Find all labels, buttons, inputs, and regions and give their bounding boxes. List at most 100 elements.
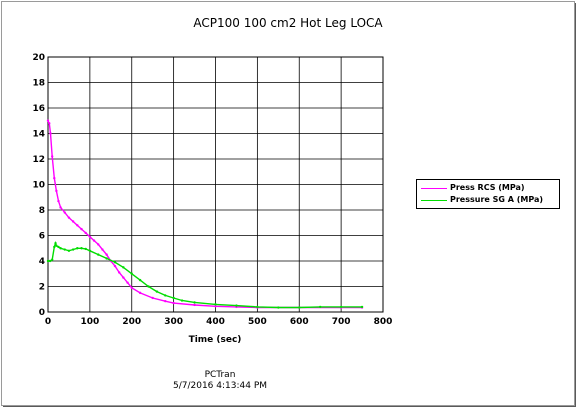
series-1-point <box>48 259 52 263</box>
x-tick-label: 0 <box>45 317 51 327</box>
series-1-point <box>53 245 56 249</box>
series-group <box>46 119 364 309</box>
footer-timestamp: 5/7/2016 4:13:44 PM <box>172 381 268 391</box>
series-0-point <box>97 243 100 246</box>
series-0-point <box>117 271 121 274</box>
series-line-0 <box>47 120 363 309</box>
series-0-point <box>80 227 83 231</box>
series-0-point <box>59 206 62 209</box>
series-1-point <box>97 253 100 256</box>
series-1-point <box>172 296 175 300</box>
series-0-point <box>172 301 175 305</box>
x-tick-label: 200 <box>122 317 141 327</box>
x-tick-label: 300 <box>164 317 183 327</box>
y-tick-label: 14 <box>32 130 45 140</box>
series-1-point <box>71 248 75 251</box>
series-1-point <box>180 299 184 302</box>
series-1-point <box>55 244 58 247</box>
legend: Press RCS (MPa) Pressure SG A (MPa) <box>416 179 560 209</box>
y-tick-label: 6 <box>39 232 45 242</box>
series-0-point <box>92 239 96 242</box>
series-0-point <box>49 132 52 135</box>
series-0-point <box>63 211 66 214</box>
series-1-point <box>59 247 62 250</box>
series-1-point <box>193 301 196 304</box>
series-1-point <box>122 266 125 269</box>
series-1-point <box>50 258 54 261</box>
series-0-point <box>46 119 50 122</box>
y-tick-label: 10 <box>32 181 45 191</box>
series-0-point <box>84 231 87 235</box>
y-tick-label: 2 <box>39 283 45 293</box>
series-1-point <box>46 259 50 263</box>
series-0-point <box>122 276 125 279</box>
series-1-point <box>80 247 83 250</box>
series-0-point <box>88 235 92 238</box>
legend-swatch-rcs <box>421 188 447 189</box>
series-1-point <box>105 257 108 260</box>
series-1-point <box>214 303 217 306</box>
series-0-point <box>101 248 104 251</box>
x-axis-label: Time (sec) <box>189 335 242 345</box>
y-axis-ticks: 0 2 4 6 8 10 12 14 16 18 20 <box>32 53 45 318</box>
x-tick-label: 600 <box>290 317 309 327</box>
legend-label-sg: Pressure SG A (MPa) <box>450 195 544 204</box>
y-tick-label: 8 <box>39 206 45 216</box>
series-0-point <box>48 122 51 125</box>
series-1-point <box>57 245 60 249</box>
series-1-point <box>164 294 167 297</box>
series-0-point <box>214 305 217 308</box>
series-1-point <box>318 305 322 309</box>
series-0-point <box>113 264 117 268</box>
series-1-point <box>298 306 301 309</box>
series-1-point <box>130 272 133 275</box>
legend-item-rcs: Press RCS (MPa) <box>417 182 557 194</box>
footer-program: PCTran <box>204 370 236 380</box>
x-axis-ticks: 0 100 200 300 400 500 600 700 800 <box>45 317 393 327</box>
plot-border <box>47 56 384 313</box>
series-1-point <box>54 241 57 245</box>
x-tick-label: 700 <box>332 317 351 327</box>
x-tick-label: 100 <box>80 317 99 327</box>
series-1-point <box>360 305 364 309</box>
y-tick-label: 4 <box>39 257 45 267</box>
legend-label-rcs: Press RCS (MPa) <box>450 183 525 192</box>
x-tick-label: 800 <box>374 317 393 327</box>
series-0-point <box>67 216 71 219</box>
chart-title: ACP100 100 cm2 Hot Leg LOCA <box>193 16 383 30</box>
y-tick-label: 0 <box>39 308 45 318</box>
y-tick-label: 16 <box>32 104 45 114</box>
series-0-point <box>57 199 60 203</box>
series-0-point <box>138 291 142 295</box>
series-0-point <box>105 253 108 256</box>
series-1-point <box>76 247 79 250</box>
series-0-point <box>50 155 54 158</box>
series-1-point <box>155 290 159 293</box>
series-0-point <box>164 299 167 303</box>
series-1-point <box>277 306 280 309</box>
series-1-point <box>88 249 92 252</box>
series-1-point <box>256 305 259 309</box>
legend-swatch-sg <box>421 200 447 201</box>
y-tick-label: 12 <box>32 155 45 165</box>
series-1-point <box>235 304 238 307</box>
legend-item-sg: Pressure SG A (MPa) <box>417 194 557 206</box>
series-1-point <box>138 278 142 282</box>
series-1-point <box>63 248 66 251</box>
series-1-point <box>339 305 343 309</box>
series-0-point <box>126 281 129 284</box>
series-0-point <box>53 176 56 180</box>
x-tick-label: 500 <box>248 317 267 327</box>
series-0-point <box>71 220 75 223</box>
series-0-point <box>193 303 196 307</box>
x-tick-label: 400 <box>206 317 225 327</box>
series-1-point <box>113 261 117 264</box>
series-0-point <box>130 286 133 289</box>
series-0-point <box>76 224 79 227</box>
series-1-point <box>147 285 150 288</box>
series-1-point <box>84 247 87 251</box>
series-1-point <box>67 249 71 252</box>
y-tick-label: 20 <box>32 53 45 63</box>
y-tick-label: 18 <box>32 79 45 89</box>
